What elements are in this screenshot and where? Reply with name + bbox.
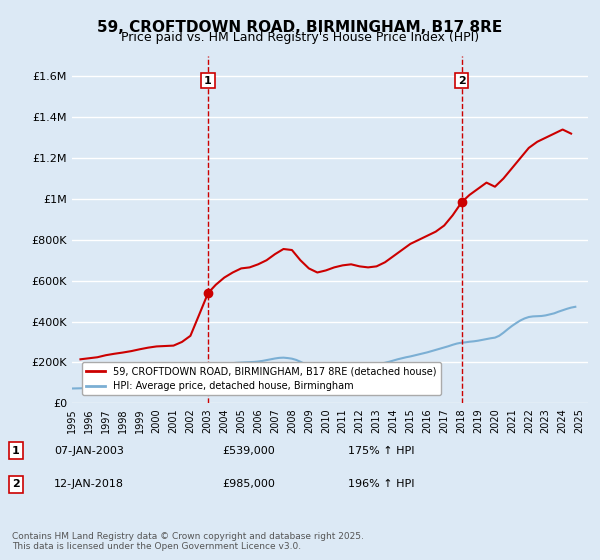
Text: 196% ↑ HPI: 196% ↑ HPI xyxy=(348,479,415,489)
Text: 1: 1 xyxy=(204,76,212,86)
Text: Price paid vs. HM Land Registry's House Price Index (HPI): Price paid vs. HM Land Registry's House … xyxy=(121,31,479,44)
Text: £539,000: £539,000 xyxy=(222,446,275,456)
Text: 1: 1 xyxy=(12,446,20,456)
Text: 2: 2 xyxy=(12,479,20,489)
Text: Contains HM Land Registry data © Crown copyright and database right 2025.
This d: Contains HM Land Registry data © Crown c… xyxy=(12,532,364,552)
Text: 2: 2 xyxy=(458,76,466,86)
Text: 12-JAN-2018: 12-JAN-2018 xyxy=(54,479,124,489)
Text: 59, CROFTDOWN ROAD, BIRMINGHAM, B17 8RE: 59, CROFTDOWN ROAD, BIRMINGHAM, B17 8RE xyxy=(97,20,503,35)
Text: 175% ↑ HPI: 175% ↑ HPI xyxy=(348,446,415,456)
Text: 07-JAN-2003: 07-JAN-2003 xyxy=(54,446,124,456)
Text: £985,000: £985,000 xyxy=(222,479,275,489)
Legend: 59, CROFTDOWN ROAD, BIRMINGHAM, B17 8RE (detached house), HPI: Average price, de: 59, CROFTDOWN ROAD, BIRMINGHAM, B17 8RE … xyxy=(82,362,440,395)
